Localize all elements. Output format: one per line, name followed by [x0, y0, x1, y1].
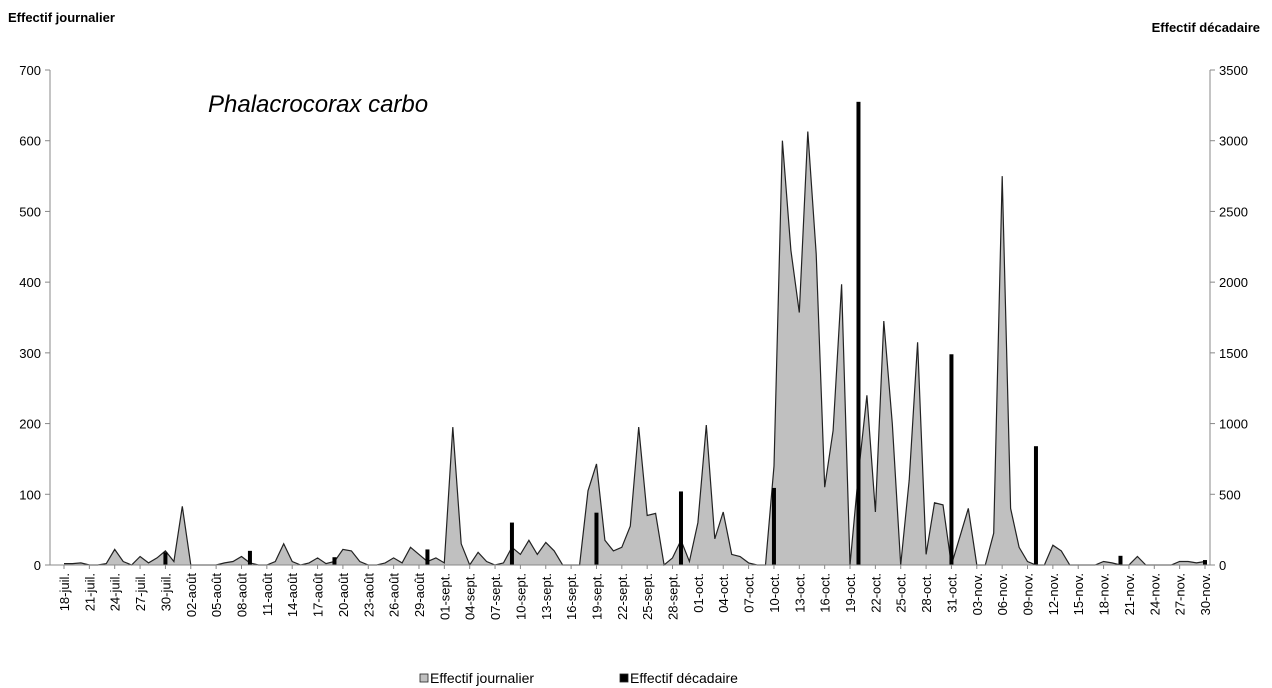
- y-tick-label: 500: [19, 204, 41, 219]
- bar: [771, 487, 776, 565]
- x-tick-label: 10-oct.: [767, 573, 782, 613]
- y-tick-label: 200: [19, 417, 41, 432]
- bar: [594, 512, 599, 565]
- x-tick-label: 10-sept.: [513, 573, 528, 620]
- y-axis-label: Effectif journalier: [8, 10, 115, 25]
- y2-tick-label: 1000: [1219, 417, 1248, 432]
- bar: [332, 557, 337, 565]
- x-tick-label: 07-sept.: [488, 573, 503, 620]
- x-tick-label: 28-sept.: [666, 573, 681, 620]
- x-tick-label: 13-oct.: [792, 573, 807, 613]
- bar: [247, 550, 252, 565]
- x-tick-label: 26-août: [387, 573, 402, 617]
- x-tick-label: 27-nov.: [1173, 573, 1188, 615]
- x-tick-label: 04-oct.: [716, 573, 731, 613]
- x-tick-label: 06-nov.: [995, 573, 1010, 615]
- x-tick-label: 21-juil.: [82, 573, 97, 611]
- x-tick-label: 25-sept.: [640, 573, 655, 620]
- y2-tick-label: 1500: [1219, 346, 1248, 361]
- legend-label: Effectif journalier: [430, 670, 534, 686]
- x-tick-label: 18-nov.: [1097, 573, 1112, 615]
- bar: [678, 491, 683, 565]
- x-tick-label: 20-août: [336, 573, 351, 617]
- y-tick-label: 400: [19, 275, 41, 290]
- bar: [509, 522, 514, 565]
- y2-tick-label: 2500: [1219, 204, 1248, 219]
- x-tick-label: 17-août: [311, 573, 326, 617]
- x-tick-label: 31-oct.: [944, 573, 959, 613]
- x-tick-label: 11-août: [260, 573, 275, 617]
- x-tick-label: 14-août: [285, 573, 300, 617]
- x-tick-label: 27-juil.: [133, 573, 148, 611]
- y-tick-label: 0: [34, 558, 41, 573]
- area-line: [64, 131, 1206, 567]
- x-tick-label: 05-août: [209, 573, 224, 617]
- bar: [856, 101, 861, 566]
- x-tick-label: 01-sept.: [437, 573, 452, 620]
- x-tick-label: 30-nov.: [1198, 573, 1213, 615]
- x-tick-label: 19-sept.: [589, 573, 604, 620]
- x-tick-label: 22-sept.: [615, 573, 630, 620]
- x-tick-label: 18-juil.: [57, 573, 72, 611]
- legend-label: Effectif décadaire: [630, 670, 738, 686]
- bar: [163, 552, 168, 565]
- legend-swatch: [419, 673, 429, 683]
- x-tick-label: 08-août: [234, 573, 249, 617]
- x-tick-label: 07-oct.: [742, 573, 757, 613]
- y2-tick-label: 2000: [1219, 275, 1248, 290]
- x-tick-label: 13-sept.: [539, 573, 554, 620]
- y2-tick-label: 0: [1219, 558, 1226, 573]
- x-tick-label: 21-nov.: [1122, 573, 1137, 615]
- x-tick-label: 30-juil.: [158, 573, 173, 611]
- x-tick-label: 01-oct.: [691, 573, 706, 613]
- y-tick-label: 700: [19, 63, 41, 78]
- x-tick-label: 19-oct.: [843, 573, 858, 613]
- x-tick-label: 29-août: [412, 573, 427, 617]
- x-tick-label: 23-août: [361, 573, 376, 617]
- y2-axis-label: Effectif décadaire: [1152, 20, 1260, 35]
- x-tick-label: 24-juil.: [108, 573, 123, 611]
- x-tick-label: 25-oct.: [894, 573, 909, 613]
- x-tick-label: 03-nov.: [970, 573, 985, 615]
- legend-swatch: [619, 673, 629, 683]
- y-tick-label: 300: [19, 346, 41, 361]
- bar: [1118, 555, 1123, 565]
- y2-tick-label: 3500: [1219, 63, 1248, 78]
- x-tick-label: 12-nov.: [1046, 573, 1061, 615]
- x-tick-label: 28-oct.: [919, 573, 934, 613]
- x-tick-label: 09-nov.: [1021, 573, 1036, 615]
- x-tick-label: 22-oct.: [868, 573, 883, 613]
- bar: [1203, 560, 1207, 565]
- x-tick-label: 16-oct.: [818, 573, 833, 613]
- x-tick-label: 15-nov.: [1071, 573, 1086, 615]
- bar: [949, 354, 954, 565]
- x-tick-label: 02-août: [184, 573, 199, 617]
- area-fill: [64, 131, 1205, 565]
- y2-tick-label: 500: [1219, 487, 1241, 502]
- x-tick-label: 04-sept.: [463, 573, 478, 620]
- x-tick-label: 24-nov.: [1147, 573, 1162, 615]
- bar: [1033, 446, 1038, 565]
- y2-tick-label: 3000: [1219, 134, 1248, 149]
- x-tick-label: 16-sept.: [564, 573, 579, 620]
- y-tick-label: 100: [19, 487, 41, 502]
- annotation: Phalacrocorax carbo: [208, 91, 428, 118]
- y-tick-label: 600: [19, 134, 41, 149]
- bar: [425, 549, 430, 565]
